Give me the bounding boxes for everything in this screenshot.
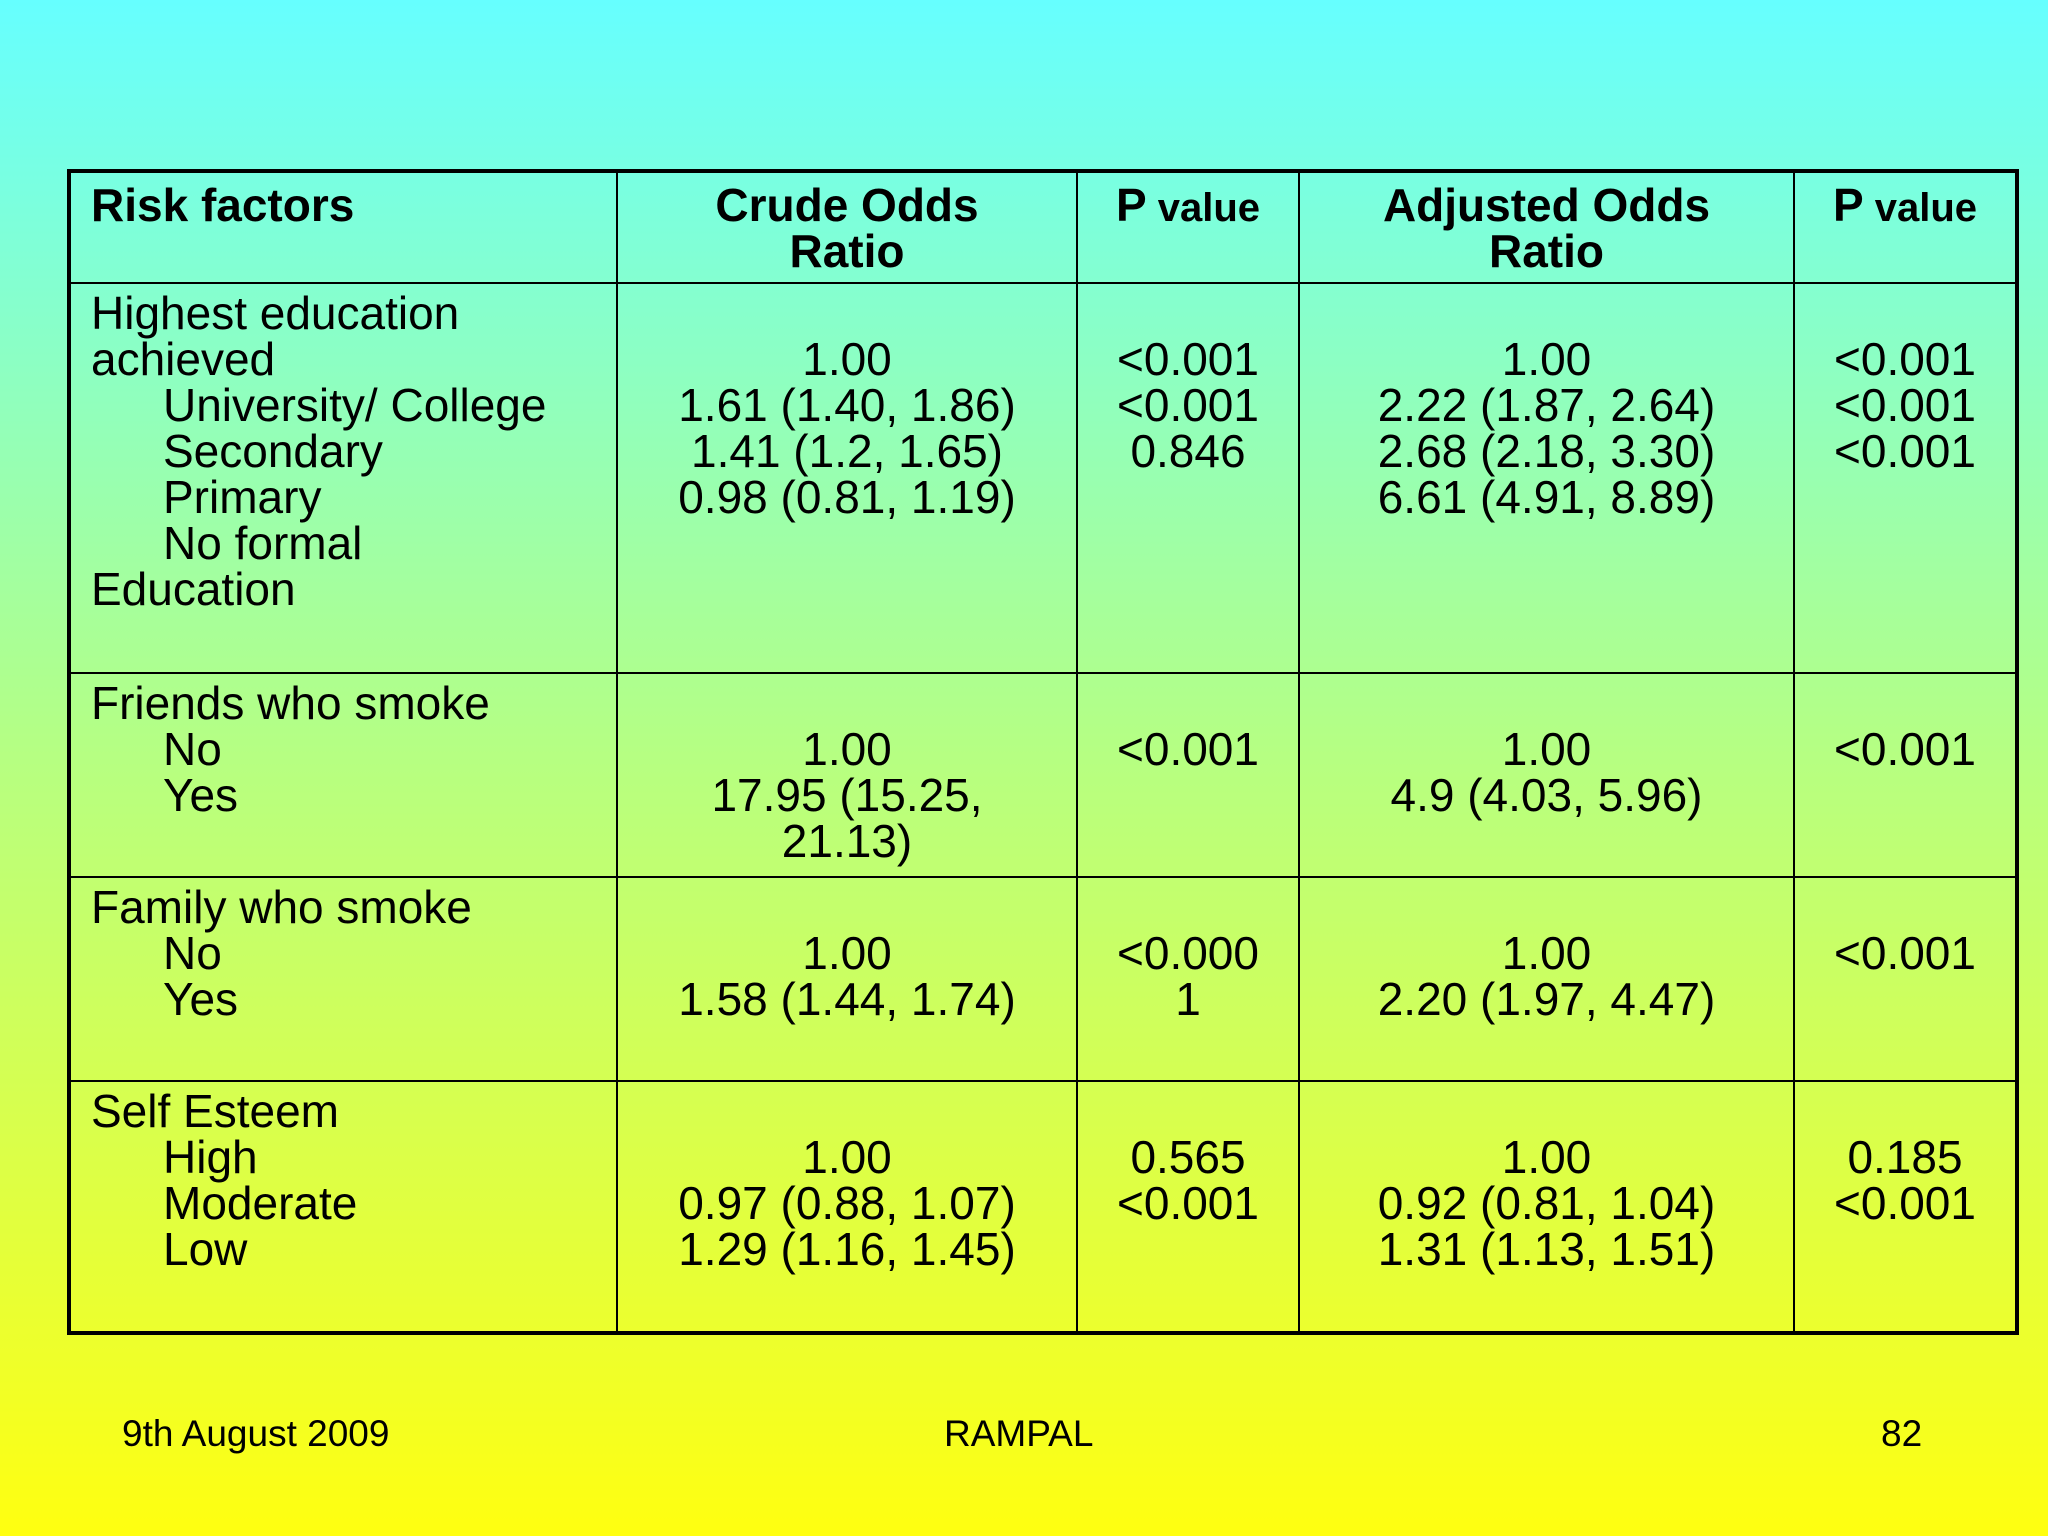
p-value-cell: <0.001 <0.001 <0.001 bbox=[1793, 282, 2018, 674]
p-value-header-1: P value bbox=[1076, 170, 1300, 284]
footer-author: RAMPAL bbox=[944, 1413, 1094, 1454]
crude-odds-cell: 1.00 1.58 (1.44, 1.74) bbox=[616, 876, 1078, 1082]
p-value-cell: <0.001 bbox=[1793, 876, 2018, 1082]
p-value-cell: 0.185 <0.001 bbox=[1793, 1080, 2018, 1334]
education-label-cell: Highest education achieved University/ C… bbox=[68, 282, 618, 674]
table-row: Highest education achieved University/ C… bbox=[68, 282, 2018, 674]
p-value-cell: <0.001 bbox=[1076, 672, 1300, 878]
adjusted-odds-cell: 1.00 2.20 (1.97, 4.47) bbox=[1298, 876, 1795, 1082]
table-row: Family who smoke No Yes 1.00 1.58 (1.44,… bbox=[68, 876, 2018, 1082]
adjusted-odds-cell: 1.00 2.22 (1.87, 2.64) 2.68 (2.18, 3.30)… bbox=[1298, 282, 1795, 674]
risk-factors-table: Risk factors Crude Odds Ratio P value Adj… bbox=[67, 169, 2019, 1335]
family-label-cell: Family who smoke No Yes bbox=[68, 876, 618, 1082]
footer-date: 9th August 2009 bbox=[122, 1413, 390, 1454]
table-row: Self Esteem High Moderate Low 1.00 0.97 … bbox=[68, 1080, 2018, 1334]
friends-label-cell: Friends who smoke No Yes bbox=[68, 672, 618, 878]
adjusted-odds-cell: 1.00 4.9 (4.03, 5.96) bbox=[1298, 672, 1795, 878]
header-row: Risk factors Crude Odds Ratio P value Adj… bbox=[68, 170, 2018, 284]
self-esteem-label-cell: Self Esteem High Moderate Low bbox=[68, 1080, 618, 1334]
adjusted-odds-cell: 1.00 0.92 (0.81, 1.04) 1.31 (1.13, 1.51) bbox=[1298, 1080, 1795, 1334]
crude-odds-cell: 1.00 1.61 (1.40, 1.86) 1.41 (1.2, 1.65) … bbox=[616, 282, 1078, 674]
footer-page-number: 82 bbox=[1881, 1413, 1923, 1454]
adjusted-odds-header: Adjusted Odds Ratio bbox=[1298, 170, 1795, 284]
risk-factors-header: Risk factors bbox=[68, 170, 618, 284]
table-row: Friends who smoke No Yes 1.00 17.95 (15.… bbox=[68, 672, 2018, 878]
crude-odds-cell: 1.00 17.95 (15.25, 21.13) bbox=[616, 672, 1078, 878]
p-value-cell: <0.001 <0.001 0.846 bbox=[1076, 282, 1300, 674]
p-value-cell: 0.565 <0.001 bbox=[1076, 1080, 1300, 1334]
crude-odds-header: Crude Odds Ratio bbox=[616, 170, 1078, 284]
p-value-header-2: P value bbox=[1793, 170, 2018, 284]
crude-odds-cell: 1.00 0.97 (0.88, 1.07) 1.29 (1.16, 1.45) bbox=[616, 1080, 1078, 1334]
p-value-cell: <0.000 1 bbox=[1076, 876, 1300, 1082]
p-value-cell: <0.001 bbox=[1793, 672, 2018, 878]
